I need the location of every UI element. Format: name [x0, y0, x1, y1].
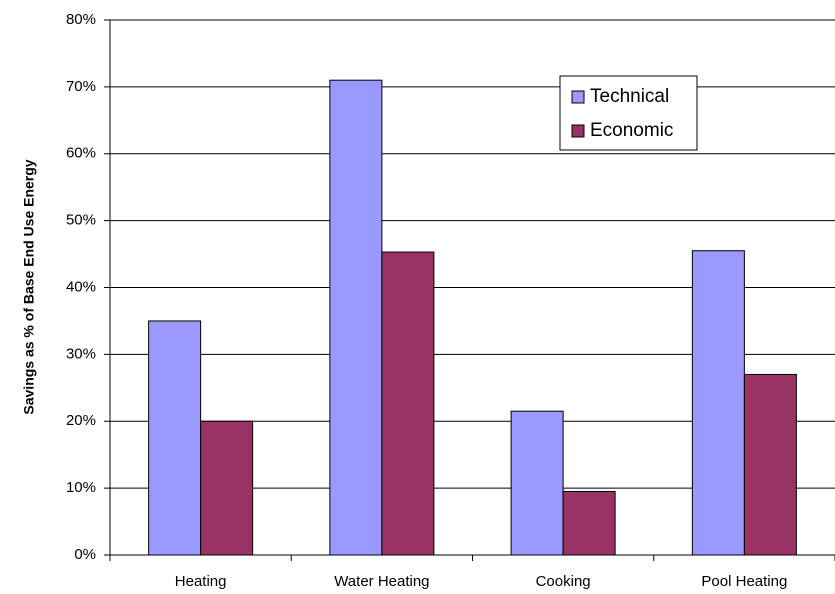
y-tick-label: 40% — [66, 278, 96, 295]
bar — [691, 250, 745, 556]
y-tick-label: 20% — [66, 412, 96, 429]
x-tick-label: Cooking — [536, 573, 591, 590]
legend-label: Economic — [590, 120, 673, 141]
bar — [329, 79, 383, 556]
y-tick-label: 50% — [66, 212, 96, 229]
x-tick-label: Heating — [175, 573, 227, 590]
bar — [200, 420, 254, 556]
legend-swatch — [571, 90, 585, 104]
bar — [743, 373, 797, 556]
legend-label: Technical — [590, 86, 669, 107]
y-axis-title: Savings as % of Base End Use Energy — [21, 159, 37, 414]
bar — [148, 320, 202, 556]
bar — [381, 251, 435, 556]
y-tick-label: 80% — [66, 11, 96, 28]
legend-box — [559, 75, 698, 151]
y-tick-label: 30% — [66, 345, 96, 362]
y-tick-label: 0% — [74, 546, 96, 563]
x-tick-label: Pool Heating — [701, 573, 787, 590]
legend-swatch — [571, 124, 585, 138]
y-tick-label: 70% — [66, 78, 96, 95]
x-tick-label: Water Heating — [334, 573, 429, 590]
bar — [510, 410, 564, 556]
y-tick-label: 10% — [66, 479, 96, 496]
y-tick-label: 60% — [66, 145, 96, 162]
bar — [562, 490, 616, 556]
